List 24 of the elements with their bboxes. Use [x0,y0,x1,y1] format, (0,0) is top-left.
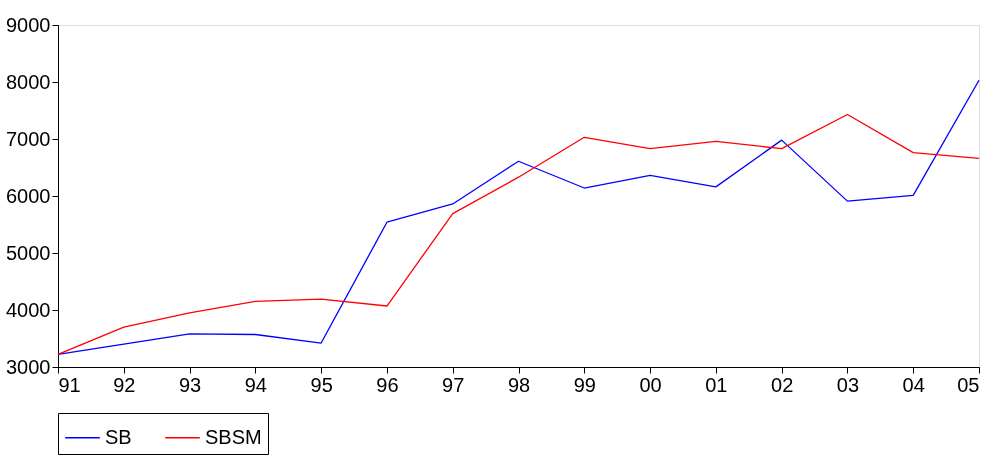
y-tick-label: 6000 [6,184,51,207]
x-tick-label: 94 [244,373,267,396]
x-tick-label: 02 [771,373,794,396]
x-tick-label: 95 [310,373,333,396]
x-tick-label: 04 [902,373,925,396]
x-tick-label: 91 [58,373,81,396]
x-tick-label: 00 [639,373,662,396]
y-tick-label: 5000 [6,241,51,264]
x-tick-label: 99 [573,373,596,396]
y-tick-label: 7000 [6,127,51,150]
x-tick-label: 05 [957,373,980,396]
y-tick-label: 9000 [6,13,51,36]
x-tick-label: 98 [507,373,531,396]
x-tick-label: 01 [705,373,728,396]
x-tick-label: 96 [376,373,399,396]
y-tick-label: 8000 [6,70,51,93]
x-tick-label: 97 [442,373,465,396]
y-tick-label: 3000 [6,355,51,378]
legend-label: SB [105,425,132,448]
x-tick-label: 03 [836,373,860,396]
y-tick-label: 4000 [6,298,51,321]
x-tick-label: 92 [113,373,136,396]
x-tick-label: 93 [178,373,202,396]
legend-label: SBSM [205,425,262,448]
